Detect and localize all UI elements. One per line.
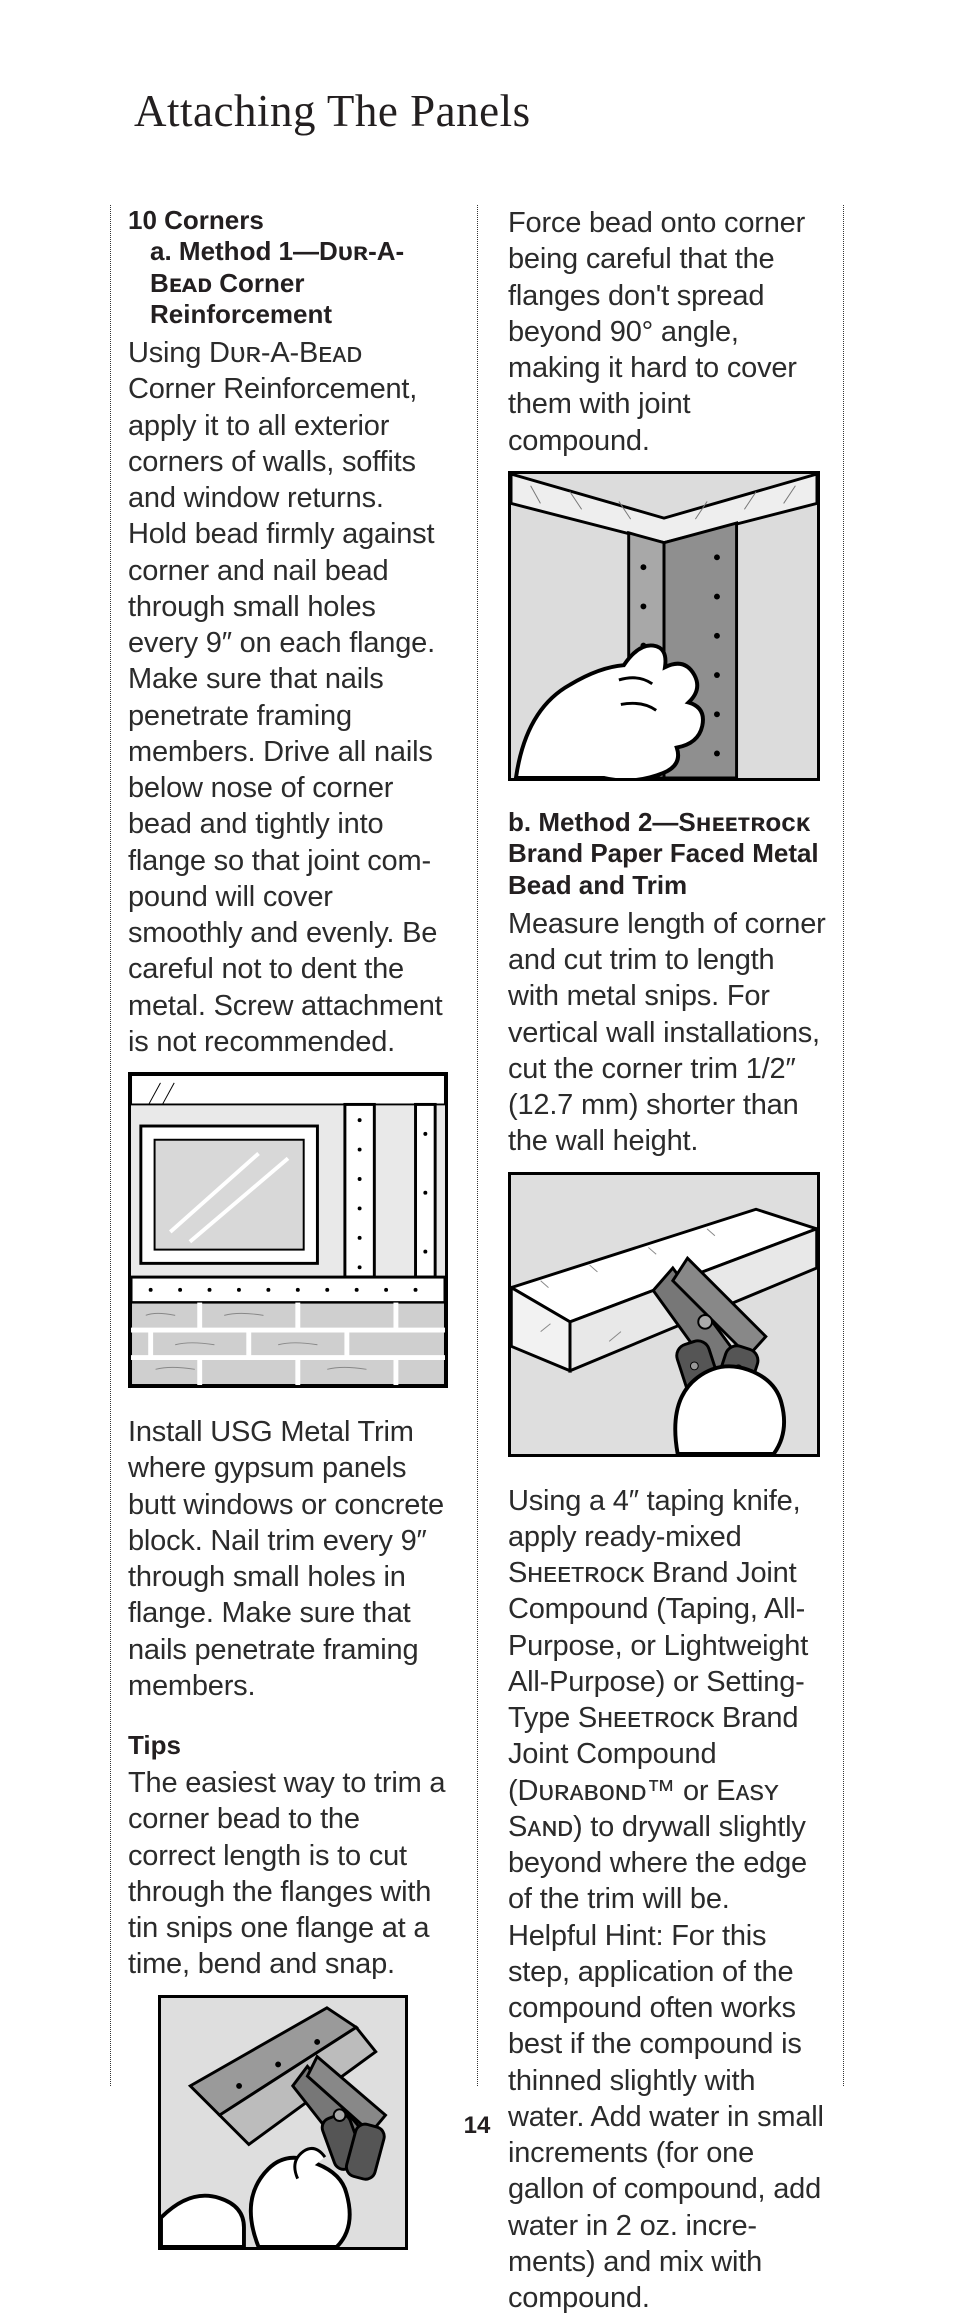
metal-trim-body: Install USG Metal Trim where gypsum pane… (128, 1414, 448, 1704)
force-bead-body: Force bead onto corner being careful tha… (508, 205, 826, 459)
section-10-corners-head: 10 Corners (128, 205, 448, 236)
window-corner-illustration (128, 1072, 448, 1388)
cut-trim-illustration (508, 1172, 820, 1457)
tips-body: The easiest way to trim a corner bead to… (128, 1765, 448, 1983)
tips-heading: Tips (128, 1730, 448, 1761)
two-column-layout: 10 Corners a. Method 1—Dᴜʀ-A-Bᴇᴀᴅ Corner… (110, 205, 844, 2086)
left-column: 10 Corners a. Method 1—Dᴜʀ-A-Bᴇᴀᴅ Corner… (110, 205, 478, 2086)
page-number: 14 (0, 2112, 954, 2140)
right-column: Force bead onto corner being careful tha… (478, 205, 844, 2086)
method-a-body: Using Dᴜʀ-A-Bᴇᴀᴅ Corner Reinforcement, a… (128, 335, 448, 1060)
page-title: Attaching The Panels (134, 85, 531, 137)
method-a-heading: a. Method 1—Dᴜʀ-A-Bᴇᴀᴅ Corner Reinforcem… (128, 236, 448, 331)
method-b-body: Measure length of corner and cut trim to… (508, 906, 826, 1160)
hand-corner-illustration (508, 471, 820, 781)
taping-knife-body: Using a 4″ taping knife, apply ready-mix… (508, 1483, 826, 2316)
method-b-heading: b. Method 2—Sʜᴇᴇᴛʀᴏᴄᴋ Brand Paper Faced … (508, 807, 826, 902)
